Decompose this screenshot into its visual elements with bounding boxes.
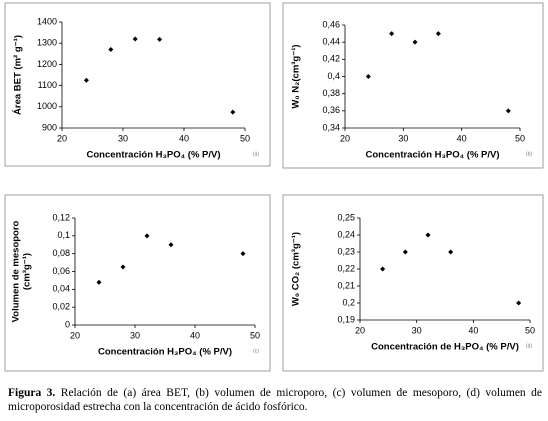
x-tick-label: 20	[355, 325, 365, 335]
figure: 900 1000 1100 1200 1300 1400 20 30 40 50 Concentra…	[4, 2, 544, 372]
y-tick-label: 1000	[37, 101, 57, 111]
point	[425, 232, 431, 238]
x-tick-label: 30	[398, 133, 408, 143]
caption-label: Figura 3.	[8, 387, 56, 399]
point	[412, 39, 418, 45]
y-tick-label: 0,2	[342, 297, 355, 307]
x-axis-label: Concentración de H₃PO₄ (% P/V)	[371, 342, 519, 353]
point	[380, 266, 386, 272]
y-tick-label: 0,38	[322, 88, 340, 98]
point	[435, 31, 441, 37]
y-tick-label: 0,42	[322, 54, 340, 64]
x-tick-label: 50	[250, 330, 260, 340]
point	[108, 47, 114, 53]
y-axis-label: W₀ N₂(cm³g⁻¹)	[291, 44, 302, 108]
point	[144, 233, 150, 239]
y-tick-label: 0,02	[52, 302, 70, 312]
y-tick-label: 0,4	[327, 71, 340, 81]
y-tick-label: 0,19	[337, 314, 355, 324]
point	[402, 249, 408, 255]
y-tick-label: 0,04	[52, 284, 70, 294]
x-tick-label: 40	[179, 133, 189, 143]
point	[230, 109, 236, 115]
y-tick-label: 0,12	[52, 212, 70, 222]
point	[157, 36, 163, 42]
y-tick-label: 1200	[37, 59, 57, 69]
y-tick-label: 1100	[38, 80, 57, 90]
x-tick-label: 20	[70, 330, 80, 340]
panel-label: (b)	[526, 151, 532, 157]
y-axis-label: Volumen de mesoporo	[11, 220, 22, 322]
y-tick-label: 0,46	[322, 19, 340, 29]
y-tick-label: 1400	[37, 16, 57, 26]
y-tick-label: 0,25	[337, 212, 355, 222]
x-tick-label: 30	[118, 133, 128, 143]
point	[505, 108, 511, 114]
caption-text: Relación de (a) área BET, (b) volumen de…	[8, 387, 542, 413]
panel-label: (c)	[253, 348, 259, 354]
point	[365, 74, 371, 79]
y-tick-label: 1300	[37, 38, 57, 48]
y-tick-label: 0,1	[57, 230, 70, 240]
caption: Figura 3. Relación de (a) área BET, (b) …	[8, 386, 542, 414]
point	[83, 77, 89, 83]
x-axis-label: Concentración H₃PO₄ (% P/V)	[86, 150, 220, 161]
x-axis-label: Concentración H₃PO₄ (% P/V)	[365, 150, 499, 161]
y-tick-label: 0,44	[322, 37, 340, 47]
panel-label: (d)	[526, 343, 532, 349]
point	[120, 264, 126, 270]
x-tick-label: 50	[240, 133, 250, 143]
point	[516, 300, 522, 306]
panel-frame	[4, 2, 271, 167]
panel-label: (a)	[253, 151, 259, 157]
y-tick-label: 0,36	[322, 105, 340, 115]
point	[132, 36, 138, 42]
x-tick-label: 40	[190, 330, 200, 340]
y-tick-label: 0,24	[337, 229, 355, 239]
y-axis-label: W₀ CO₂ (cm³g⁻¹)	[291, 232, 302, 306]
y-tick-label: 0,34	[322, 122, 340, 132]
x-tick-label: 50	[515, 133, 525, 143]
y-tick-label: 0,21	[337, 280, 355, 290]
x-tick-label: 30	[130, 330, 140, 340]
y-tick-label: 0,22	[337, 263, 355, 273]
x-tick-label: 20	[340, 133, 350, 143]
y-tick-label: 0,08	[52, 248, 70, 258]
x-axis-label: Concentración H₃PO₄ (% P/V)	[98, 347, 232, 358]
panel-frame	[282, 2, 544, 169]
y-tick-label: 0,06	[52, 266, 70, 276]
y-tick-label: 0,23	[337, 246, 355, 256]
x-tick-label: 40	[468, 325, 478, 335]
point	[389, 31, 395, 37]
y-axis-label: Área BET (m² g⁻¹)	[13, 35, 24, 115]
panel-frame	[282, 194, 544, 372]
x-tick-label: 30	[412, 325, 422, 335]
point	[96, 279, 102, 285]
point	[240, 251, 246, 257]
point	[448, 249, 454, 255]
y-tick-label: 0	[65, 319, 70, 329]
x-tick-label: 50	[525, 325, 535, 335]
point	[168, 242, 174, 248]
y-axis-label: (cm³g⁻¹)	[22, 253, 33, 290]
y-tick-label: 900	[42, 122, 57, 132]
x-tick-label: 40	[457, 133, 467, 143]
panel-frame	[4, 194, 271, 372]
x-tick-label: 20	[57, 133, 67, 143]
